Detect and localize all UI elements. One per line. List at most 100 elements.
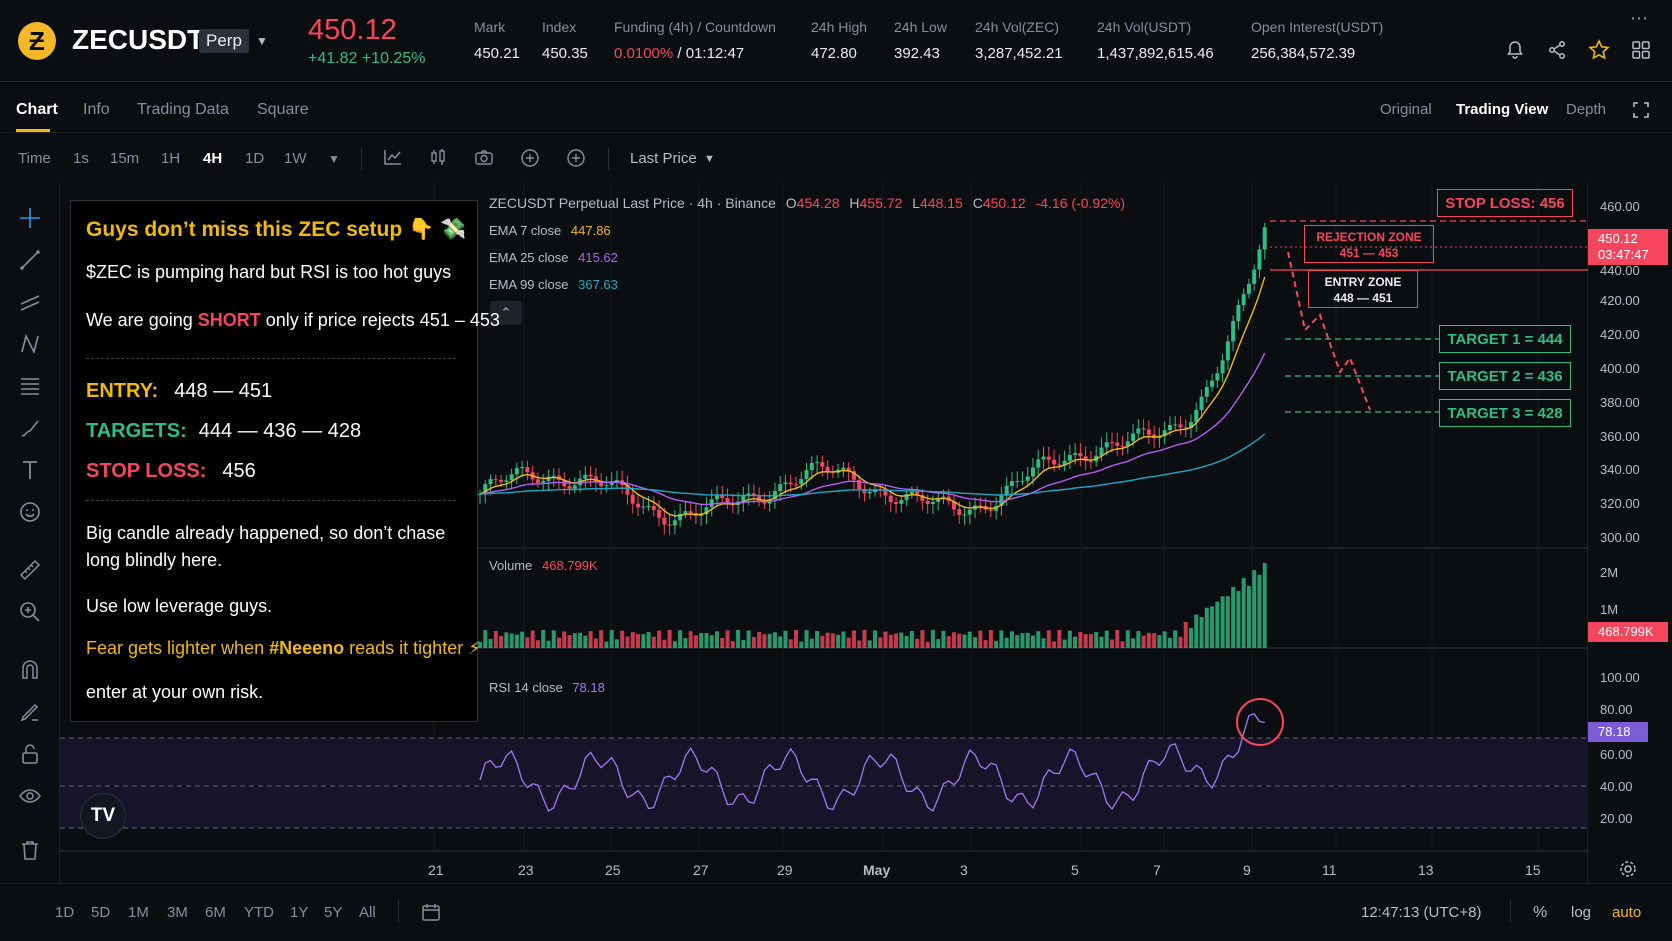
add-indicator-icon[interactable] [520, 148, 540, 173]
brush-icon[interactable] [16, 414, 44, 442]
stat-funding-label: Funding (4h) / Countdown [614, 19, 776, 35]
fib-icon[interactable] [16, 372, 44, 400]
ruler-icon[interactable] [16, 556, 44, 584]
symbol-name[interactable]: ZECUSDT [72, 24, 205, 55]
favorite-star-icon[interactable] [1587, 38, 1611, 62]
ema7-legend[interactable]: EMA 7 close 447.86 [489, 223, 611, 238]
candle-body [941, 496, 946, 498]
candle-body [504, 480, 509, 482]
candle-body [1162, 430, 1167, 437]
candle-body [957, 509, 962, 515]
range-6m[interactable]: 6M [205, 904, 226, 921]
rsi-axis-label: 20.00 [1600, 811, 1633, 826]
candle-body [1131, 433, 1136, 442]
price-type-select[interactable]: Last Price [630, 150, 697, 167]
price-axis-label: 380.00 [1600, 395, 1640, 410]
view-trading-view[interactable]: Trading View [1456, 101, 1549, 118]
fullscreen-icon[interactable] [1632, 101, 1650, 124]
more-icon[interactable]: ⋯ [1630, 8, 1648, 28]
contract-type-badge[interactable]: Perp [199, 29, 249, 53]
channel-icon[interactable] [16, 288, 44, 316]
ema99-legend[interactable]: EMA 99 close 367.63 [489, 277, 618, 292]
volume-bar [904, 635, 909, 648]
timeframe-15m[interactable]: 15m [110, 150, 140, 167]
log-scale-toggle[interactable]: log [1571, 904, 1592, 921]
view-depth[interactable]: Depth [1566, 101, 1607, 118]
zoom-in-icon[interactable] [16, 598, 44, 626]
volume-bar [994, 640, 999, 648]
range-5y[interactable]: 5Y [324, 904, 343, 921]
tradingview-logo-icon[interactable]: TV [80, 793, 126, 839]
candles-icon[interactable] [428, 148, 448, 171]
bell-icon[interactable] [1503, 38, 1527, 62]
x-axis-label: 3 [960, 862, 968, 878]
stay-drawing-icon[interactable] [16, 698, 44, 726]
percent-scale-toggle[interactable]: % [1533, 904, 1548, 921]
volume-bar [815, 631, 820, 648]
timeframe-dropdown-icon[interactable]: ▼ [328, 152, 340, 166]
line-chart-icon[interactable] [383, 148, 403, 171]
ema25-legend[interactable]: EMA 25 close 415.62 [489, 250, 618, 265]
timeframe-1d[interactable]: 1D [245, 150, 265, 167]
candle-body [1146, 429, 1151, 435]
layout-grid-icon[interactable] [1629, 38, 1653, 62]
tab-trading-data[interactable]: Trading Data [137, 101, 229, 118]
price-chart[interactable] [60, 183, 1588, 883]
volume-bar [746, 630, 751, 648]
eye-icon[interactable] [16, 782, 44, 810]
chart-settings-gear-icon[interactable] [1619, 860, 1637, 883]
calendar-icon[interactable] [421, 902, 441, 927]
volume-bar [973, 637, 978, 648]
chevron-down-icon[interactable]: ▼ [256, 34, 268, 48]
range-all[interactable]: All [359, 904, 376, 921]
volume-bar [530, 630, 535, 648]
ohlc-open: O454.28 [785, 195, 840, 211]
range-3m[interactable]: 3M [167, 904, 188, 921]
magnet-icon[interactable] [16, 656, 44, 684]
timeframe-1s[interactable]: 1s [73, 150, 89, 167]
share-icon[interactable] [1545, 38, 1569, 62]
range-1m[interactable]: 1M [128, 904, 149, 921]
candle-body [1246, 283, 1251, 294]
volume-bar [541, 630, 546, 648]
tab-info[interactable]: Info [83, 101, 110, 118]
volume-bar [1078, 632, 1083, 648]
last-price: 450.12 [308, 14, 397, 46]
text-tool-icon[interactable] [16, 456, 44, 484]
auto-scale-toggle[interactable]: auto [1612, 904, 1642, 921]
timeframe-1h[interactable]: 1H [161, 150, 181, 167]
price-type-caret-icon[interactable]: ▼ [704, 153, 715, 165]
ohlc-high: H455.72 [849, 195, 903, 211]
timeframe-1w[interactable]: 1W [284, 150, 307, 167]
trash-icon[interactable] [16, 836, 44, 864]
candle-body [1115, 442, 1120, 446]
emoji-icon[interactable] [16, 498, 44, 526]
view-original[interactable]: Original [1380, 101, 1432, 118]
volume-bar [999, 630, 1004, 648]
volume-bar [909, 630, 914, 648]
tab-square[interactable]: Square [257, 101, 309, 118]
stat-index-value: 450.35 [542, 45, 588, 62]
timeframe-4h[interactable]: 4H [203, 150, 223, 167]
timeframe-time[interactable]: Time [18, 150, 51, 167]
range-1d[interactable]: 1D [55, 904, 75, 921]
rsi-legend[interactable]: RSI 14 close 78.18 [489, 680, 605, 695]
range-5d[interactable]: 5D [91, 904, 111, 921]
card-headline: Guys don’t miss this ZEC setup 👇 💸 [86, 218, 467, 241]
volume-bar [688, 631, 693, 648]
candle-body [514, 468, 519, 475]
collapse-legend-chevron-up-icon[interactable]: ⌃ [490, 301, 522, 325]
volume-legend[interactable]: Volume 468.799K [489, 558, 598, 573]
stat-vol-zec-label: 24h Vol(ZEC) [975, 19, 1060, 35]
tab-chart[interactable]: Chart [16, 101, 58, 118]
range-1y[interactable]: 1Y [290, 904, 309, 921]
x-axis-label: 7 [1153, 862, 1161, 878]
add-compare-icon[interactable] [566, 148, 586, 173]
trend-line-icon[interactable] [16, 246, 44, 274]
pattern-icon[interactable] [16, 330, 44, 358]
lock-icon[interactable] [16, 740, 44, 768]
camera-icon[interactable] [474, 148, 494, 171]
volume-bar [794, 630, 798, 648]
range-ytd[interactable]: YTD [244, 904, 274, 921]
crosshair-icon[interactable] [16, 204, 44, 232]
